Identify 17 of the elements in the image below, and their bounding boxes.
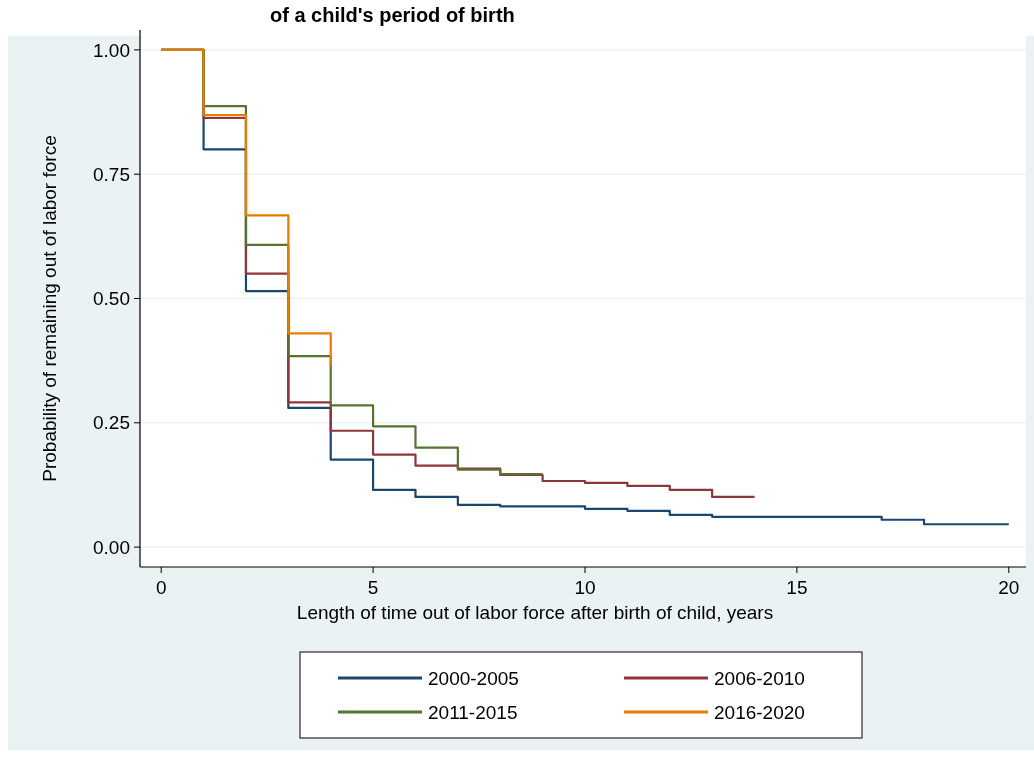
y-axis-title: Probability of remaining out of labor force bbox=[39, 135, 60, 482]
x-axis-title: Length of time out of labor force after birth of child, years bbox=[296, 602, 774, 623]
x-tick-label: 5 bbox=[367, 577, 379, 598]
x-tick-label: 10 bbox=[574, 577, 596, 598]
y-tick-label: 0.50 bbox=[93, 288, 130, 310]
y-tick-label: 0.75 bbox=[93, 163, 130, 185]
x-tick-label: 20 bbox=[998, 577, 1020, 598]
chart-title: of a child's period of birth bbox=[270, 4, 515, 26]
x-tick-label: 15 bbox=[786, 577, 808, 598]
legend-label: 2000-2005 bbox=[428, 667, 519, 689]
legend-label: 2016-2020 bbox=[714, 701, 805, 723]
y-tick-label: 1.00 bbox=[93, 39, 130, 61]
x-tick-label: 0 bbox=[155, 577, 167, 598]
y-tick-label: 0.00 bbox=[93, 536, 130, 558]
y-tick-label: 0.25 bbox=[93, 412, 130, 434]
legend-label: 2006-2010 bbox=[714, 667, 805, 689]
legend-label: 2011-2015 bbox=[428, 701, 518, 723]
